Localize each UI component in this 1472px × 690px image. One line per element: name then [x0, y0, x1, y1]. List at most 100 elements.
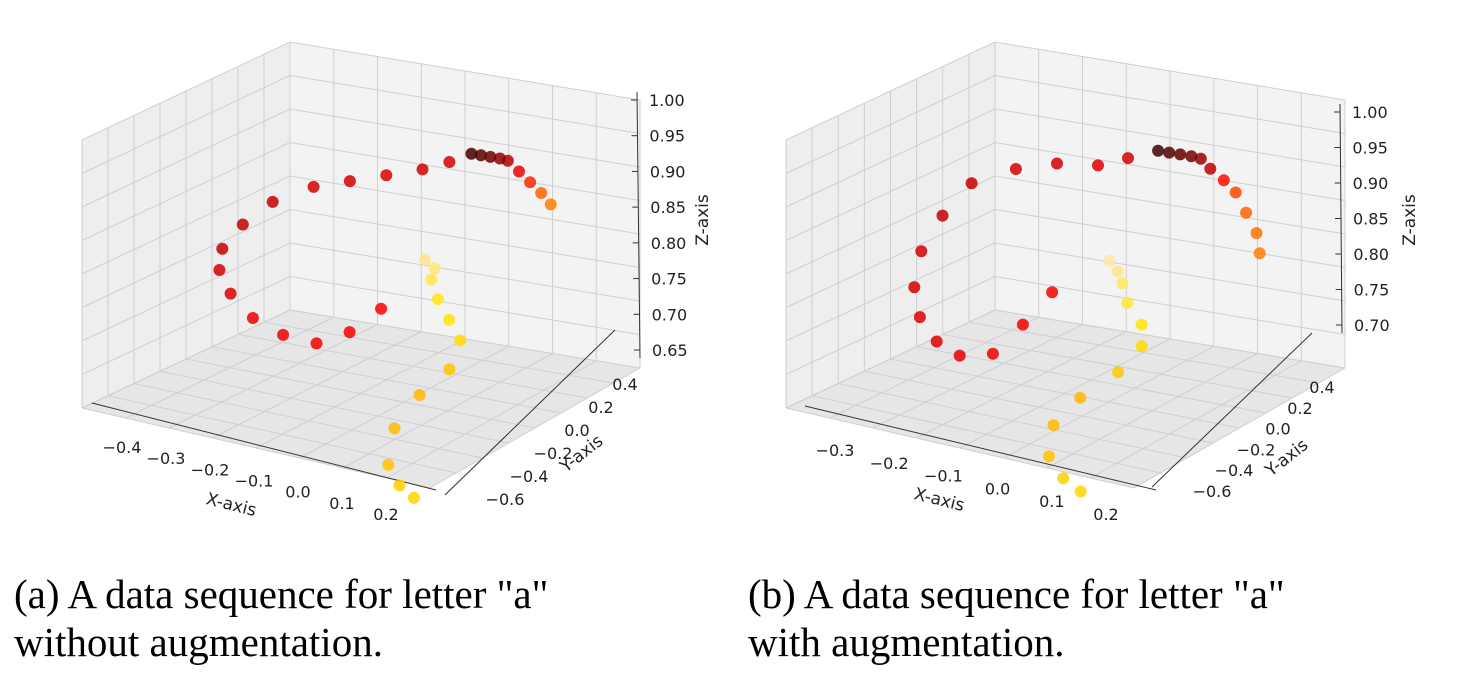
grid-line [994, 309, 1346, 369]
z-tick-label: 0.90 [650, 162, 686, 181]
scatter3d-plot-b: 0.70 0.75 0.80 0.85 0.90 0.95 1.00 −0.3 −0.2 −0.1… [785, 41, 1420, 524]
data-point [1194, 152, 1207, 165]
data-point [224, 287, 237, 300]
data-point [484, 150, 497, 163]
y-tick-label: −0.4 [510, 467, 549, 486]
data-point [419, 253, 431, 266]
data-point [965, 177, 978, 190]
x-axis-line [91, 402, 437, 491]
y-tick-label: 0.0 [1265, 420, 1290, 439]
data-point [1240, 206, 1253, 219]
y-axis-line [444, 329, 616, 496]
data-point [1009, 163, 1022, 175]
z-axis-label: Z-axis [1400, 194, 1420, 246]
data-point [1116, 277, 1129, 290]
y-tick-label: 0.2 [588, 398, 613, 417]
z-tick-label: 0.85 [650, 198, 686, 217]
x-axis-label: X-axis [912, 484, 966, 516]
y-axis-line [1151, 332, 1313, 488]
data-point [1103, 254, 1116, 267]
data-point [443, 156, 456, 168]
grid-line [1133, 367, 1346, 489]
x-tick-label: −0.2 [870, 454, 909, 473]
z-tick-label: 0.65 [652, 341, 688, 360]
x-tick-label: 0.0 [985, 479, 1010, 498]
data-point [454, 334, 467, 347]
z-tick-label: 0.70 [652, 305, 688, 324]
z-tick-label: 0.75 [1354, 281, 1390, 300]
data-point [1217, 174, 1230, 187]
y-tick-label: 0.2 [1287, 399, 1312, 418]
data-point [246, 312, 259, 324]
y-tick-label: 0.4 [1309, 378, 1334, 397]
data-point [236, 218, 249, 231]
grid-line [342, 353, 553, 469]
data-point [1122, 152, 1134, 165]
data-point [1185, 150, 1198, 163]
data-point [343, 175, 356, 188]
scatter3d-plot-a: 0.65 0.70 0.75 0.80 0.85 0.90 0.95 1.00 −0.4 −0.3… [81, 41, 713, 524]
data-point [535, 187, 548, 199]
data-point [382, 458, 395, 471]
data-point [1135, 340, 1148, 353]
grid-line [299, 345, 509, 459]
data-point [1111, 265, 1124, 278]
data-point [393, 479, 406, 492]
figure-canvas: 0.65 0.70 0.75 0.80 0.85 0.90 0.95 1.00 −0.4 −0.3… [81, 41, 1420, 524]
pane-floor [82, 310, 640, 488]
z-axis-label: Z-axis [693, 194, 713, 246]
x-tick-label: 0.1 [1039, 492, 1064, 511]
data-point [431, 293, 444, 306]
x-tick-label: −0.1 [924, 467, 963, 486]
y-tick-label: −0.6 [1193, 482, 1232, 501]
data-point [953, 349, 966, 362]
data-point [465, 147, 478, 160]
grid-line [890, 358, 1240, 429]
data-point [493, 152, 506, 165]
data-point [1047, 419, 1060, 432]
data-point [1135, 318, 1148, 331]
grid-line [386, 360, 597, 479]
x-tick-label: 0.2 [373, 505, 398, 524]
data-point [416, 163, 429, 176]
data-point [343, 326, 356, 339]
grid-line [211, 346, 562, 414]
grid-line [263, 321, 614, 384]
data-point [1074, 485, 1087, 498]
data-point [1152, 144, 1165, 157]
x-tick-label: 0.1 [329, 494, 354, 513]
x-axis-label: X-axis [204, 489, 258, 521]
grid-line [237, 334, 588, 399]
data-point [1174, 148, 1187, 161]
data-point [930, 335, 943, 348]
z-tick-label: 0.80 [1353, 245, 1389, 264]
data-point [443, 363, 456, 376]
data-point [1051, 157, 1063, 170]
grid-line [185, 358, 536, 429]
data-point [913, 311, 926, 324]
data-point [1204, 162, 1217, 175]
data-point [524, 176, 537, 189]
data-point [425, 273, 438, 286]
data-point [213, 264, 226, 276]
data-point [375, 302, 388, 315]
y-tick-label: −0.2 [534, 444, 573, 463]
data-point [388, 422, 401, 435]
y-tick-label: 0.0 [564, 421, 589, 440]
data-point [986, 347, 999, 360]
z-tick-label: 0.95 [649, 127, 685, 146]
grid-line [968, 321, 1319, 384]
grid-line [429, 367, 641, 489]
z-tick-label: 1.00 [1352, 103, 1388, 122]
data-point [1016, 318, 1029, 331]
data-point [407, 491, 420, 504]
data-point [513, 165, 525, 178]
data-point [1112, 366, 1125, 379]
data-point [307, 180, 320, 193]
data-point [1092, 159, 1104, 172]
grid-line [916, 346, 1266, 414]
y-tick-label: 0.4 [612, 375, 637, 394]
z-tick-label: 0.95 [1352, 139, 1388, 158]
z-tick-label: 0.75 [651, 270, 687, 289]
data-point [544, 198, 557, 211]
